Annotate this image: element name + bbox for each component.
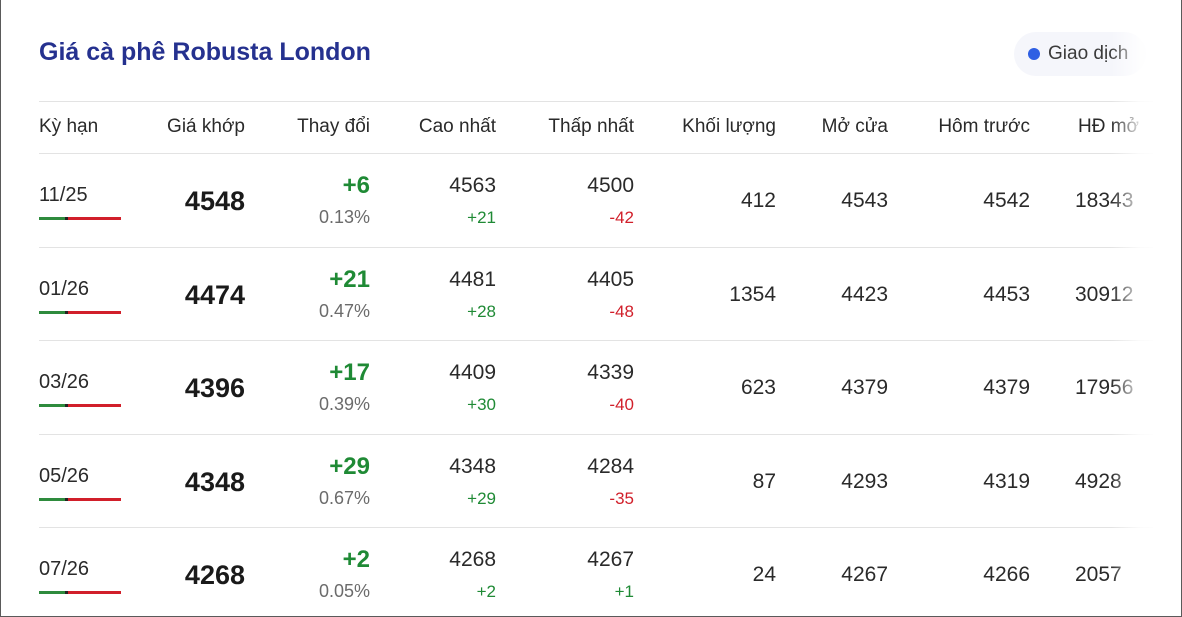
previous-price: 4379 <box>983 376 1030 399</box>
low-price: 4500 <box>587 174 634 197</box>
range-bar <box>39 217 121 220</box>
term-label: 03/26 <box>39 371 90 393</box>
match-price: 4348 <box>184 467 245 497</box>
range-bar <box>39 404 121 407</box>
open-price: 4379 <box>841 376 888 399</box>
volume: 1354 <box>729 283 776 306</box>
low-price: 4405 <box>587 268 634 291</box>
term-label: 01/26 <box>39 278 90 300</box>
status-dot-icon <box>1028 48 1040 60</box>
range-bar <box>39 498 121 501</box>
high-diff: +28 <box>467 302 496 321</box>
trading-status-badge[interactable]: Giao dịch <box>1014 32 1146 76</box>
term-label: 05/26 <box>39 465 90 487</box>
price-change: +6 <box>342 172 370 199</box>
previous-price: 4542 <box>983 189 1030 212</box>
high-price: 4268 <box>449 548 496 571</box>
row-divider <box>39 340 1153 341</box>
high-diff: +29 <box>467 489 496 508</box>
col-high[interactable]: Cao nhất <box>418 116 496 137</box>
low-diff: -48 <box>609 302 634 321</box>
col-prev[interactable]: Hôm trước <box>938 116 1030 137</box>
previous-price: 4319 <box>983 470 1030 493</box>
table-header: Kỳ hạn Giá khớp Thay đổi Cao nhất Thấp n… <box>1 102 1181 154</box>
price-change-percent: 0.05% <box>318 581 370 601</box>
row-divider <box>39 527 1153 528</box>
row-divider <box>39 434 1153 435</box>
price-change-percent: 0.47% <box>318 301 370 321</box>
table-row[interactable]: 07/26 4268 +2 0.05% 4268 +2 4267 +1 24 4267 4266 20… <box>1 528 1181 616</box>
open-price: 4423 <box>841 283 888 306</box>
term-label: 11/25 <box>39 184 88 206</box>
high-price: 4348 <box>449 455 496 478</box>
range-bar <box>39 311 121 314</box>
high-price: 4481 <box>449 268 496 291</box>
col-open-interest[interactable]: HĐ mở <box>1078 116 1140 137</box>
open-interest: 2057 <box>1075 563 1122 586</box>
high-price: 4409 <box>449 361 496 384</box>
header-bottom-divider <box>39 153 1153 154</box>
volume: 24 <box>752 563 776 586</box>
row-divider <box>39 247 1153 248</box>
panel-title: Giá cà phê Robusta London <box>39 38 371 66</box>
col-volume[interactable]: Khối lượng <box>682 116 776 137</box>
price-change: +29 <box>329 453 370 480</box>
table-row[interactable]: 05/26 4348 +29 0.67% 4348 +29 4284 -35 87 4293 431… <box>1 435 1181 529</box>
match-price: 4474 <box>184 280 245 310</box>
high-diff: +30 <box>467 395 496 414</box>
price-change-percent: 0.39% <box>318 394 370 414</box>
open-price: 4293 <box>841 470 888 493</box>
status-label: Giao dịch <box>1048 43 1129 64</box>
price-change: +21 <box>329 266 370 293</box>
match-price: 4268 <box>184 560 245 590</box>
match-price: 4548 <box>184 186 245 216</box>
col-change[interactable]: Thay đổi <box>297 116 370 137</box>
high-price: 4563 <box>449 174 496 197</box>
low-price: 4267 <box>587 548 634 571</box>
range-bar <box>39 591 121 594</box>
col-low[interactable]: Thấp nhất <box>548 116 634 137</box>
high-diff: +21 <box>467 208 496 227</box>
high-diff: +2 <box>476 582 496 601</box>
table-row[interactable]: 01/26 4474 +21 0.47% 4481 +28 4405 -48 1354 4423 4… <box>1 248 1181 342</box>
open-interest: 17956 <box>1075 376 1134 399</box>
open-interest: 18343 <box>1075 189 1134 212</box>
open-interest: 30912 <box>1075 283 1134 306</box>
previous-price: 4453 <box>983 283 1030 306</box>
table-row[interactable]: 03/26 4396 +17 0.39% 4409 +30 4339 -40 623 4379 43… <box>1 341 1181 435</box>
low-diff: -40 <box>609 395 634 414</box>
term-label: 07/26 <box>39 558 90 580</box>
col-term[interactable]: Kỳ hạn <box>39 116 99 137</box>
low-diff: -42 <box>609 208 634 227</box>
table-row[interactable]: 11/25 4548 +6 0.13% 4563 +21 4500 -42 412 4543 454… <box>1 154 1181 248</box>
previous-price: 4266 <box>983 563 1030 586</box>
price-change: +17 <box>329 359 370 386</box>
volume: 87 <box>752 470 776 493</box>
col-open[interactable]: Mở cửa <box>821 116 888 137</box>
match-price: 4396 <box>184 373 245 403</box>
open-interest: 4928 <box>1075 470 1122 493</box>
low-price: 4339 <box>587 361 634 384</box>
open-price: 4543 <box>841 189 888 212</box>
header-top-divider <box>39 101 1153 102</box>
col-price[interactable]: Giá khớp <box>167 116 245 137</box>
price-change-percent: 0.13% <box>318 207 370 227</box>
volume: 623 <box>740 376 776 399</box>
price-change-percent: 0.67% <box>318 488 370 508</box>
volume: 412 <box>740 189 776 212</box>
low-diff: +1 <box>614 582 634 601</box>
low-price: 4284 <box>587 455 634 478</box>
low-diff: -35 <box>609 489 634 508</box>
price-change: +2 <box>342 546 370 573</box>
open-price: 4267 <box>841 563 888 586</box>
